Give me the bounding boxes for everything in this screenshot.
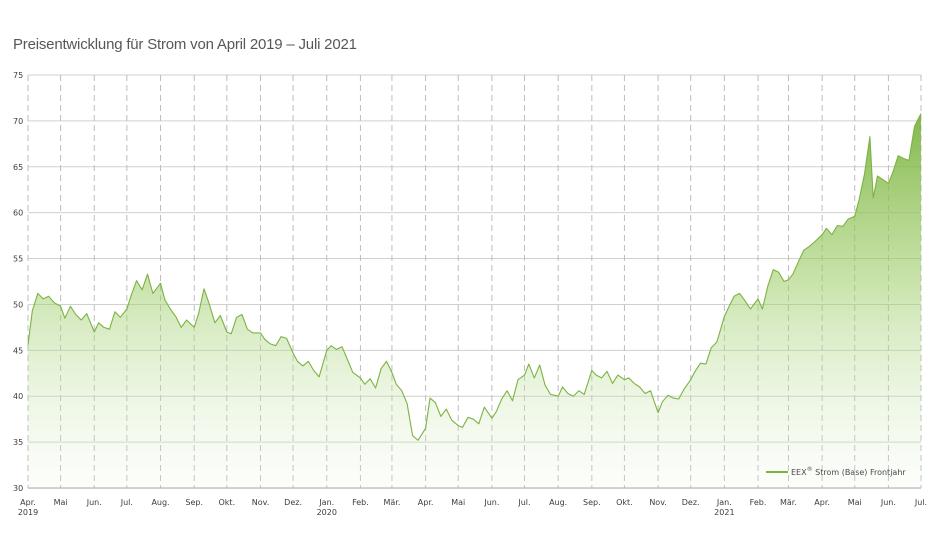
x-tick-label: Sep. (583, 498, 601, 507)
y-tick-label: 30 (13, 484, 23, 493)
y-tick-label: 65 (13, 163, 23, 172)
y-tick-label: 70 (13, 117, 23, 126)
x-tick-label: Jul. (120, 498, 133, 507)
series-line (27, 113, 922, 441)
area-layer (27, 113, 922, 488)
x-tick-label: Aug. (549, 498, 567, 507)
x-tick-label: Apr. (418, 498, 434, 507)
x-tick-label: Nov. (649, 498, 667, 507)
x-tick-label: Mai (848, 498, 862, 507)
legend: EEX® Strom (Base) Frontjahr (766, 466, 906, 477)
x-tick-label: Jul. (914, 498, 927, 507)
x-tick-label: Dez. (682, 498, 700, 507)
x-tick-label: Jan. (318, 498, 334, 507)
x-tick-label: Mai (451, 498, 465, 507)
y-tick-label: 50 (13, 300, 23, 309)
x-tick-label: Nov. (252, 498, 270, 507)
x-tick-year: 2020 (317, 508, 337, 517)
x-tick-label: Apr. (814, 498, 830, 507)
y-tick-label: 55 (13, 255, 23, 264)
x-tick-year: 2021 (714, 508, 734, 517)
y-axis: 30 35 40 45 50 55 60 65 70 75 (13, 71, 23, 493)
x-tick-label: Mär. (780, 498, 797, 507)
x-tick-label: Jun. (880, 498, 896, 507)
x-tick-year: 2019 (18, 508, 38, 517)
legend-label: EEX® Strom (Base) Frontjahr (791, 466, 906, 477)
x-tick-label: Okt. (616, 498, 633, 507)
y-tick-label: 35 (13, 438, 23, 447)
x-tick-label: Aug. (151, 498, 169, 507)
chart-title: Preisentwicklung für Strom von April 201… (13, 36, 357, 53)
x-tick-label: Apr. (20, 498, 36, 507)
x-tick-label: Jun. (86, 498, 102, 507)
y-tick-label: 45 (13, 346, 23, 355)
x-tick-label: Mär. (383, 498, 400, 507)
x-tick-label: Okt. (219, 498, 236, 507)
x-tick-label: Dez. (284, 498, 302, 507)
x-tick-label: Jan. (716, 498, 732, 507)
x-tick-label: Sep. (185, 498, 203, 507)
x-tick-label: Feb. (352, 498, 369, 507)
x-tick-label: Jul. (517, 498, 530, 507)
y-tick-label: 75 (13, 71, 23, 80)
x-tick-label: Jun. (483, 498, 499, 507)
x-tick-label: Mai (54, 498, 68, 507)
y-tick-label: 60 (13, 209, 23, 218)
series-area (28, 113, 921, 488)
x-tick-label: Feb. (750, 498, 767, 507)
y-tick-label: 40 (13, 392, 23, 401)
